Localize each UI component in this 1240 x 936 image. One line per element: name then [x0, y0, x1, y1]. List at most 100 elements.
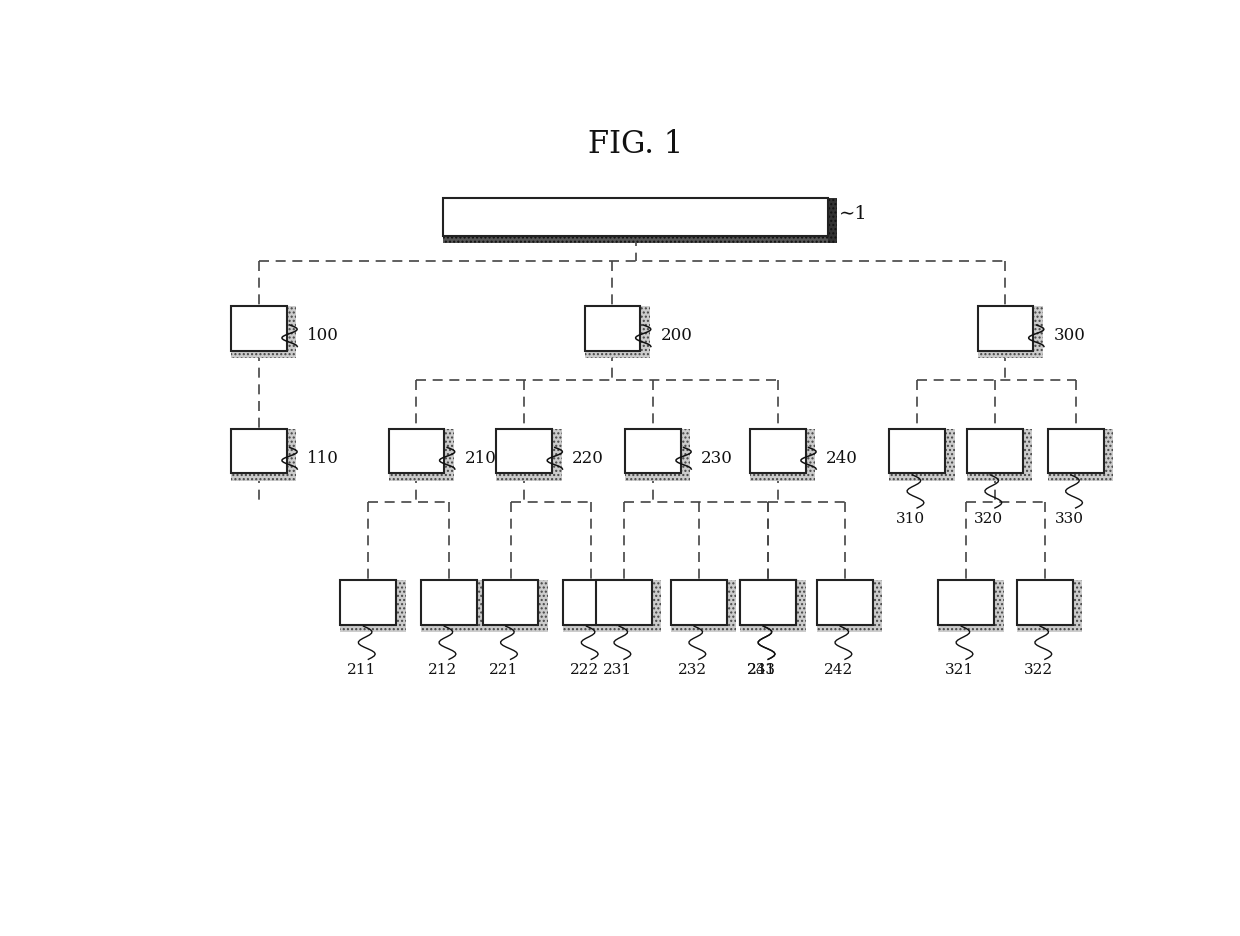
- Bar: [596, 580, 652, 624]
- Bar: [939, 624, 1003, 632]
- Bar: [388, 474, 454, 480]
- Bar: [806, 429, 815, 480]
- Bar: [1073, 580, 1083, 632]
- Bar: [652, 580, 661, 632]
- Bar: [231, 429, 286, 474]
- Text: 322: 322: [1024, 663, 1053, 677]
- Bar: [967, 429, 1023, 474]
- Bar: [671, 624, 737, 632]
- Bar: [444, 198, 828, 236]
- Bar: [496, 474, 562, 480]
- Bar: [977, 351, 1043, 358]
- Bar: [681, 429, 691, 480]
- Bar: [817, 624, 883, 632]
- Bar: [1033, 306, 1043, 358]
- Bar: [740, 624, 806, 632]
- Bar: [231, 474, 296, 480]
- Bar: [873, 580, 883, 632]
- Text: 300: 300: [1054, 328, 1085, 344]
- Bar: [1104, 429, 1114, 480]
- Bar: [388, 429, 444, 474]
- Bar: [477, 580, 486, 632]
- Bar: [422, 580, 477, 624]
- Bar: [796, 580, 806, 632]
- Text: 232: 232: [678, 663, 707, 677]
- Text: 241: 241: [746, 663, 776, 677]
- Text: 221: 221: [490, 663, 518, 677]
- Bar: [231, 351, 296, 358]
- Bar: [584, 306, 640, 351]
- Bar: [945, 429, 955, 480]
- Bar: [889, 429, 945, 474]
- Bar: [939, 624, 1003, 632]
- Text: 211: 211: [347, 663, 377, 677]
- Text: 212: 212: [428, 663, 458, 677]
- Bar: [563, 580, 619, 624]
- Bar: [652, 580, 661, 632]
- Bar: [563, 624, 629, 632]
- Text: 110: 110: [306, 450, 339, 467]
- Bar: [444, 236, 837, 242]
- Bar: [596, 624, 661, 632]
- Bar: [619, 580, 629, 632]
- Bar: [817, 580, 873, 624]
- Text: 222: 222: [570, 663, 599, 677]
- Bar: [750, 474, 815, 480]
- Bar: [796, 580, 806, 632]
- Bar: [640, 306, 650, 358]
- Bar: [482, 624, 548, 632]
- Bar: [496, 474, 562, 480]
- Bar: [671, 580, 727, 624]
- Bar: [231, 474, 296, 480]
- Bar: [640, 306, 650, 358]
- Bar: [1017, 580, 1073, 624]
- Bar: [422, 624, 486, 632]
- Bar: [889, 474, 955, 480]
- Bar: [422, 624, 486, 632]
- Bar: [945, 429, 955, 480]
- Bar: [1048, 429, 1104, 474]
- Bar: [817, 624, 883, 632]
- Bar: [796, 580, 806, 632]
- Bar: [1104, 429, 1114, 480]
- Bar: [939, 580, 994, 624]
- Bar: [977, 306, 1033, 351]
- Text: ∼1: ∼1: [839, 205, 868, 223]
- Bar: [750, 429, 806, 474]
- Text: 321: 321: [945, 663, 975, 677]
- Bar: [727, 580, 737, 632]
- Bar: [286, 429, 296, 480]
- Bar: [444, 236, 837, 242]
- Text: 100: 100: [306, 328, 339, 344]
- Bar: [341, 624, 405, 632]
- Bar: [584, 351, 650, 358]
- Text: 330: 330: [1054, 512, 1084, 526]
- Bar: [496, 429, 552, 474]
- Bar: [967, 474, 1033, 480]
- Bar: [994, 580, 1003, 632]
- Bar: [1023, 429, 1033, 480]
- Bar: [444, 429, 454, 480]
- Bar: [538, 580, 548, 632]
- Bar: [967, 474, 1033, 480]
- Text: 240: 240: [826, 450, 858, 467]
- Text: 220: 220: [572, 450, 604, 467]
- Bar: [671, 624, 737, 632]
- Bar: [584, 351, 650, 358]
- Bar: [397, 580, 405, 632]
- Bar: [552, 429, 562, 480]
- Text: 210: 210: [465, 450, 496, 467]
- Bar: [727, 580, 737, 632]
- Bar: [1017, 624, 1083, 632]
- Bar: [828, 198, 837, 242]
- Bar: [625, 474, 691, 480]
- Bar: [1017, 624, 1083, 632]
- Bar: [552, 429, 562, 480]
- Bar: [806, 429, 815, 480]
- Bar: [341, 580, 397, 624]
- Text: 233: 233: [746, 663, 776, 677]
- Bar: [740, 624, 806, 632]
- Bar: [538, 580, 548, 632]
- Bar: [397, 580, 405, 632]
- Bar: [444, 429, 454, 480]
